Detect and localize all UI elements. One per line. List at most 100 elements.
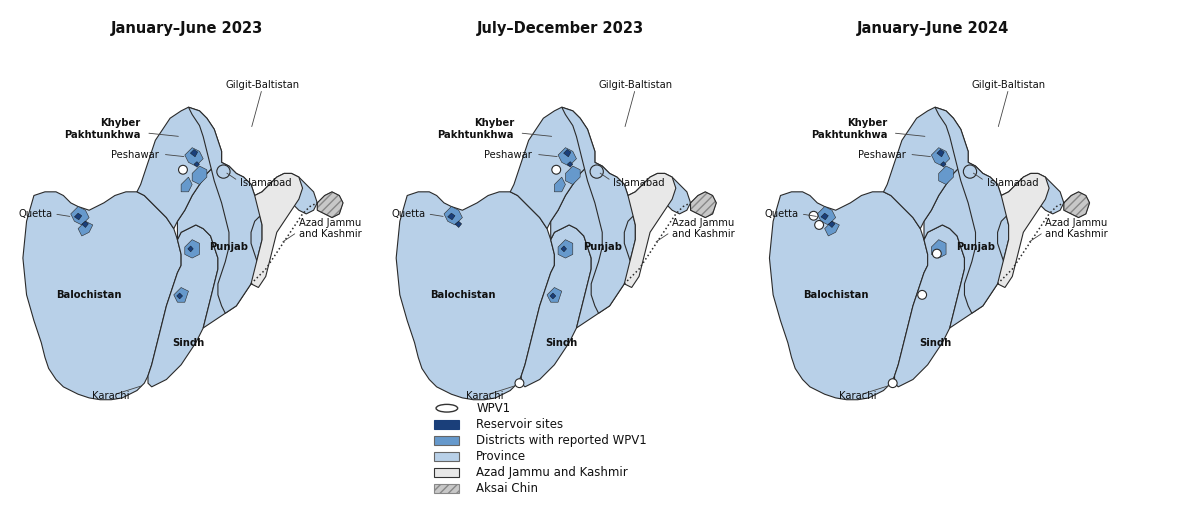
Polygon shape xyxy=(941,162,946,167)
Text: Reservoir sites: Reservoir sites xyxy=(476,418,563,431)
Polygon shape xyxy=(23,192,181,400)
Text: Azad Jammu
and Kashmir: Azad Jammu and Kashmir xyxy=(299,218,361,239)
Polygon shape xyxy=(75,213,82,220)
Polygon shape xyxy=(137,107,222,229)
Polygon shape xyxy=(187,246,193,252)
Circle shape xyxy=(552,165,561,174)
Text: Sindh: Sindh xyxy=(545,337,578,348)
Circle shape xyxy=(889,379,897,387)
Circle shape xyxy=(179,165,187,174)
Polygon shape xyxy=(895,225,965,387)
Polygon shape xyxy=(939,166,954,184)
Text: Islamabad: Islamabad xyxy=(987,178,1038,188)
Polygon shape xyxy=(568,162,572,167)
Polygon shape xyxy=(931,240,946,258)
Polygon shape xyxy=(818,207,835,225)
Polygon shape xyxy=(71,207,89,225)
Polygon shape xyxy=(181,177,192,192)
Circle shape xyxy=(515,379,524,387)
Text: Province: Province xyxy=(476,450,526,463)
Polygon shape xyxy=(448,213,455,220)
Text: Quetta: Quetta xyxy=(18,209,52,219)
Text: Khyber
Pakhtunkhwa: Khyber Pakhtunkhwa xyxy=(811,119,888,140)
Polygon shape xyxy=(558,240,572,258)
Polygon shape xyxy=(769,192,928,400)
Polygon shape xyxy=(78,221,92,236)
Text: Aksai Chin: Aksai Chin xyxy=(476,482,538,495)
Text: WPV1: WPV1 xyxy=(476,402,511,415)
Polygon shape xyxy=(192,166,207,184)
Polygon shape xyxy=(828,221,835,228)
Polygon shape xyxy=(188,107,318,313)
Polygon shape xyxy=(558,148,576,166)
Bar xyxy=(434,436,460,445)
Polygon shape xyxy=(444,207,462,225)
Polygon shape xyxy=(550,293,556,299)
Text: Azad Jammu
and Kashmir: Azad Jammu and Kashmir xyxy=(672,218,735,239)
Polygon shape xyxy=(1064,192,1089,217)
Text: Balochistan: Balochistan xyxy=(803,290,869,300)
Polygon shape xyxy=(396,192,555,400)
Text: Quetta: Quetta xyxy=(764,209,799,219)
Polygon shape xyxy=(174,288,188,302)
Polygon shape xyxy=(884,107,968,229)
Polygon shape xyxy=(564,150,571,157)
Text: Islamabad: Islamabad xyxy=(614,178,665,188)
Circle shape xyxy=(917,291,927,299)
Title: July–December 2023: July–December 2023 xyxy=(476,21,643,36)
Text: Balochistan: Balochistan xyxy=(57,290,122,300)
Text: Peshawar: Peshawar xyxy=(485,150,532,160)
Circle shape xyxy=(933,249,941,258)
Bar xyxy=(434,468,460,477)
Polygon shape xyxy=(82,221,89,228)
Text: Gilgit-Baltistan: Gilgit-Baltistan xyxy=(598,80,672,90)
Polygon shape xyxy=(624,174,675,288)
Polygon shape xyxy=(555,177,565,192)
Text: Azad Jammu
and Kashmir: Azad Jammu and Kashmir xyxy=(1045,218,1108,239)
Text: Karachi: Karachi xyxy=(92,391,130,401)
Circle shape xyxy=(590,165,603,178)
Polygon shape xyxy=(185,148,203,166)
Polygon shape xyxy=(931,148,949,166)
Text: Peshawar: Peshawar xyxy=(111,150,159,160)
Text: Punjab: Punjab xyxy=(956,242,995,252)
Polygon shape xyxy=(177,293,182,299)
Bar xyxy=(434,451,460,461)
Title: January–June 2024: January–June 2024 xyxy=(857,21,1010,36)
Polygon shape xyxy=(455,221,462,228)
Text: Karachi: Karachi xyxy=(839,391,877,401)
Polygon shape xyxy=(691,192,716,217)
Bar xyxy=(434,420,460,429)
Text: Karachi: Karachi xyxy=(466,391,504,401)
Circle shape xyxy=(436,404,457,412)
Circle shape xyxy=(217,165,230,178)
Text: Balochistan: Balochistan xyxy=(430,290,495,300)
Text: Khyber
Pakhtunkhwa: Khyber Pakhtunkhwa xyxy=(64,119,141,140)
Circle shape xyxy=(809,211,818,220)
Polygon shape xyxy=(551,162,635,328)
Polygon shape xyxy=(825,221,839,236)
Text: Gilgit-Baltistan: Gilgit-Baltistan xyxy=(225,80,299,90)
Text: Azad Jammu and Kashmir: Azad Jammu and Kashmir xyxy=(476,466,628,478)
Polygon shape xyxy=(148,225,218,387)
Text: Gilgit-Baltistan: Gilgit-Baltistan xyxy=(972,80,1045,90)
Polygon shape xyxy=(194,162,199,167)
Polygon shape xyxy=(937,150,944,157)
Circle shape xyxy=(815,220,824,230)
Polygon shape xyxy=(521,225,591,387)
Polygon shape xyxy=(562,107,691,313)
Bar xyxy=(434,484,460,493)
Circle shape xyxy=(963,165,976,178)
Polygon shape xyxy=(561,246,566,252)
Text: Quetta: Quetta xyxy=(391,209,425,219)
Polygon shape xyxy=(924,162,1008,328)
Polygon shape xyxy=(511,107,595,229)
Text: Islamabad: Islamabad xyxy=(241,178,292,188)
Polygon shape xyxy=(821,213,828,220)
Polygon shape xyxy=(251,174,302,288)
Text: Peshawar: Peshawar xyxy=(858,150,905,160)
Polygon shape xyxy=(185,240,199,258)
Polygon shape xyxy=(178,162,262,328)
Polygon shape xyxy=(318,192,342,217)
Text: Sindh: Sindh xyxy=(918,337,952,348)
